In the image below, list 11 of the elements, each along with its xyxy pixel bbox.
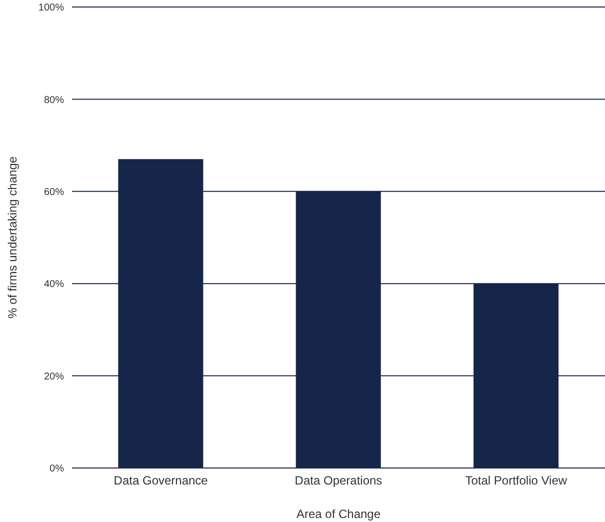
- y-tick-label: 20%: [44, 371, 64, 382]
- x-tick-label: Data Operations: [294, 474, 382, 488]
- y-tick-label: 100%: [38, 2, 64, 14]
- x-axis-title: Area of Change: [296, 507, 381, 521]
- y-tick-label: 80%: [44, 94, 64, 106]
- y-tick-label: 60%: [44, 186, 64, 198]
- y-tick-label: 0%: [50, 464, 64, 475]
- y-axis-title: % of firms undertaking change: [5, 156, 20, 319]
- x-tick-label: Total Portfolio View: [465, 474, 568, 488]
- y-tick-label: 40%: [44, 279, 64, 290]
- x-tick-label: Data Governance: [114, 474, 208, 488]
